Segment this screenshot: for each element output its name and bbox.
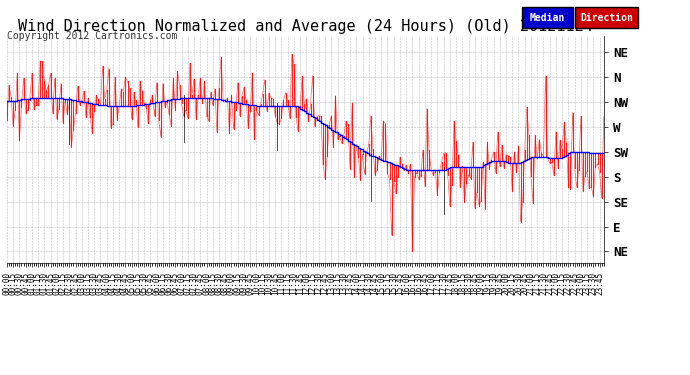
Text: Copyright 2012 Cartronics.com: Copyright 2012 Cartronics.com	[7, 32, 177, 41]
Text: Median: Median	[530, 13, 565, 23]
Text: Direction: Direction	[580, 13, 633, 23]
Title: Wind Direction Normalized and Average (24 Hours) (Old) 20121124: Wind Direction Normalized and Average (2…	[18, 20, 593, 34]
